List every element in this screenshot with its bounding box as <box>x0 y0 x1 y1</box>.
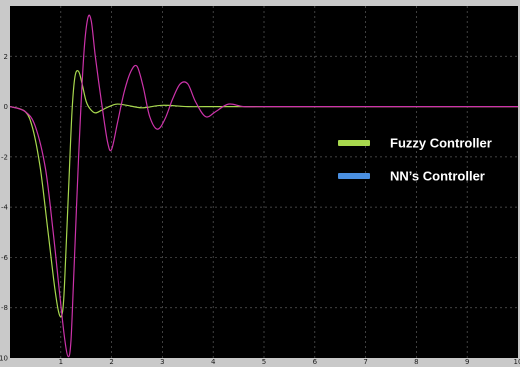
x-tick-label: 5 <box>262 358 266 366</box>
y-tick-label: -8 <box>1 304 8 312</box>
series-lines <box>9 14 518 358</box>
x-tick-label: 8 <box>414 358 418 366</box>
grid-lines <box>10 6 518 358</box>
series-line-nn <box>9 14 518 358</box>
legend-swatch <box>338 140 370 146</box>
legend-label: Fuzzy Controller <box>390 136 492 151</box>
y-tick-label: 0 <box>4 103 8 111</box>
legend-label: NN’s Controller <box>390 169 485 184</box>
tick-labels: 1 2 3 4 5 6 7 8 9 10 2 0 -2 -4 -6 -8 -10 <box>0 53 520 366</box>
y-tick-label: -6 <box>1 254 9 262</box>
x-tick-label: 10 <box>514 358 520 366</box>
y-tick-label: -10 <box>0 355 8 363</box>
x-tick-label: 6 <box>313 358 318 366</box>
x-tick-label: 2 <box>109 358 113 366</box>
x-tick-label: 1 <box>59 358 63 366</box>
y-tick-label: -4 <box>1 204 9 212</box>
y-tick-label: 2 <box>4 53 8 61</box>
legend-swatch <box>338 173 370 179</box>
x-tick-label: 4 <box>211 358 216 366</box>
x-tick-label: 9 <box>465 358 469 366</box>
legend: Fuzzy Controller NN’s Controller <box>338 136 492 184</box>
series-line-fuzzy <box>9 70 518 318</box>
x-tick-label: 3 <box>160 358 164 366</box>
y-tick-label: -2 <box>1 153 8 161</box>
x-tick-label: 7 <box>363 358 367 366</box>
